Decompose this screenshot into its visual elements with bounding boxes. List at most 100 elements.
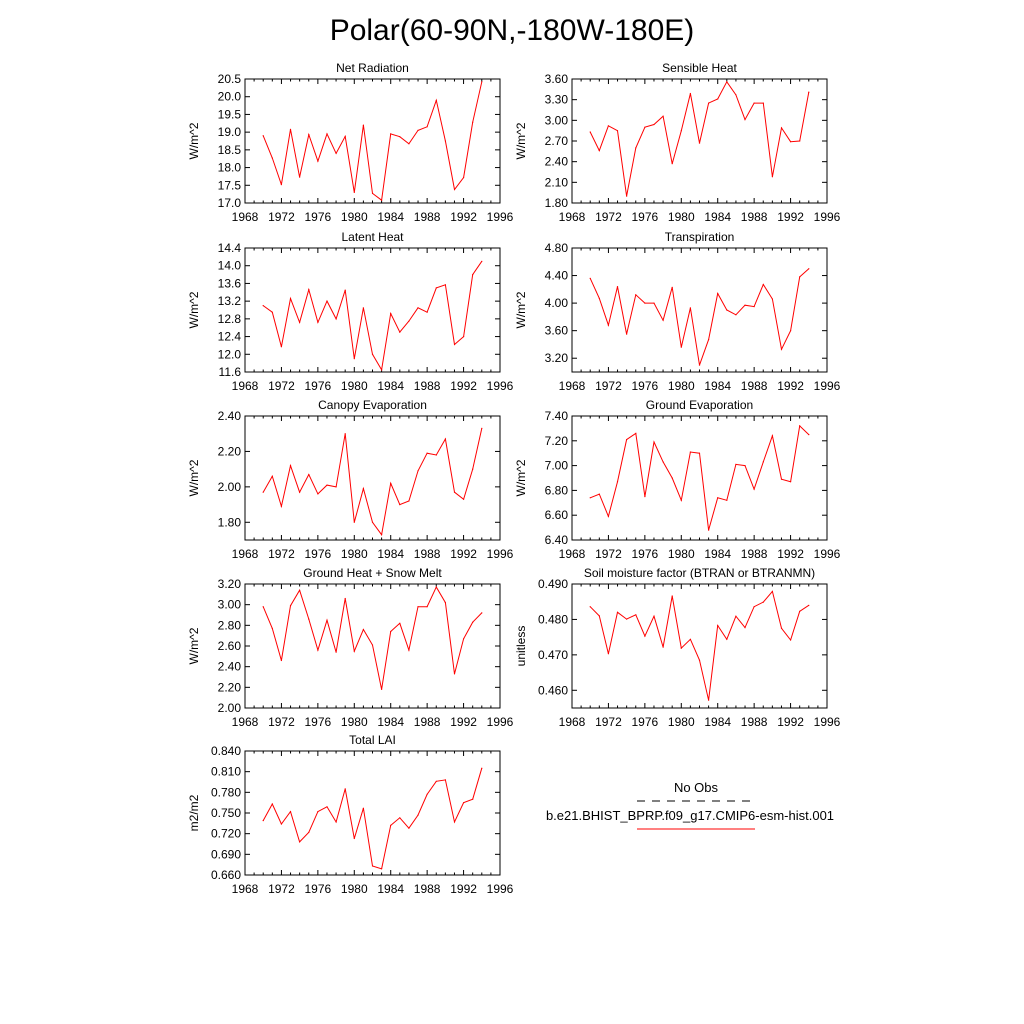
- data-point: [453, 821, 456, 823]
- data-point: [799, 610, 801, 612]
- x-tick-label: 1996: [814, 379, 841, 393]
- data-point: [326, 619, 328, 621]
- data-point: [335, 318, 337, 320]
- y-tick-label: 3.20: [218, 577, 242, 591]
- data-point: [271, 803, 273, 805]
- data-point: [353, 521, 355, 523]
- data-point: [381, 369, 383, 371]
- data-point: [616, 611, 619, 613]
- data-point: [371, 521, 374, 523]
- data-point: [744, 627, 746, 629]
- data-point: [481, 427, 483, 429]
- data-point: [671, 163, 673, 165]
- data-point: [808, 91, 810, 93]
- data-point: [753, 488, 755, 490]
- data-point: [399, 817, 401, 819]
- data-point: [607, 125, 610, 127]
- data-point: [317, 649, 319, 651]
- data-point: [362, 807, 364, 809]
- y-tick-label: 4.00: [545, 296, 569, 310]
- data-point: [390, 312, 392, 315]
- y-tick-label: 18.0: [218, 161, 242, 175]
- y-tick-label: 2.70: [545, 134, 569, 148]
- x-tick-label: 1996: [487, 379, 514, 393]
- data-point: [390, 630, 392, 633]
- x-tick-label: 1972: [268, 882, 295, 896]
- y-tick-label: 2.40: [218, 409, 242, 423]
- data-point: [735, 463, 737, 465]
- y-tick-label: 2.80: [218, 618, 242, 632]
- data-point: [371, 865, 374, 867]
- x-tick-label: 1972: [595, 210, 622, 224]
- data-point: [653, 302, 655, 304]
- y-tick-label: 14.4: [218, 241, 242, 255]
- data-point: [698, 142, 701, 144]
- y-tick-label: 0.720: [211, 827, 241, 841]
- x-tick-label: 1972: [595, 547, 622, 561]
- data-point: [671, 595, 673, 597]
- x-tick-label: 1988: [414, 210, 441, 224]
- x-tick-label: 1972: [595, 715, 622, 729]
- data-point: [472, 621, 474, 623]
- panel-title: Net Radiation: [336, 61, 409, 75]
- data-point: [444, 284, 446, 286]
- chart-panel: Latent Heat 1968 1972 1976 1980 1984 1988 1992 1…: [187, 230, 514, 393]
- data-point: [717, 292, 719, 295]
- x-tick-label: 1968: [559, 715, 586, 729]
- x-tick-label: 1968: [559, 210, 586, 224]
- data-point: [435, 99, 437, 101]
- y-tick-label: 0.480: [538, 612, 568, 626]
- data-point: [262, 491, 264, 493]
- data-point: [671, 477, 673, 479]
- data-point: [335, 486, 337, 488]
- y-tick-label: 3.60: [545, 72, 569, 86]
- data-point: [780, 127, 783, 129]
- data-point: [408, 143, 410, 145]
- x-tick-label: 1988: [414, 379, 441, 393]
- data-point: [326, 133, 328, 135]
- data-point: [598, 493, 600, 495]
- legend-label-no-obs: No Obs: [674, 780, 719, 795]
- data-point: [635, 294, 637, 296]
- x-tick-label: 1972: [268, 210, 295, 224]
- data-point: [426, 311, 428, 313]
- x-tick-label: 1992: [450, 547, 477, 561]
- y-tick-label: 2.20: [218, 680, 242, 694]
- chart-panel: Transpiration 1968 1972 1976 1980 1984 1988 199…: [514, 230, 841, 393]
- data-point: [635, 432, 637, 434]
- chart-panel: Total LAI 1968 1972 1976 1980 1984 1988 1992 199…: [187, 733, 514, 896]
- data-point: [463, 176, 465, 179]
- data-point: [744, 465, 746, 467]
- data-point: [453, 491, 456, 493]
- y-tick-label: 2.40: [545, 155, 569, 169]
- data-point: [326, 484, 328, 486]
- y-tick-label: 11.6: [219, 365, 242, 379]
- data-point: [680, 499, 682, 501]
- data-point: [271, 627, 273, 630]
- data-point: [689, 638, 692, 640]
- y-tick-label: 2.00: [218, 480, 242, 494]
- data-point: [417, 606, 419, 608]
- x-tick-label: 1984: [704, 547, 731, 561]
- data-point: [689, 307, 692, 309]
- x-tick-label: 1980: [341, 882, 368, 896]
- data-point: [280, 184, 282, 186]
- y-tick-label: 6.40: [545, 533, 569, 547]
- panel-title: Total LAI: [349, 733, 396, 747]
- y-tick-label: 3.00: [218, 598, 242, 612]
- data-point: [381, 534, 383, 536]
- data-point: [644, 496, 646, 498]
- data-point: [353, 191, 355, 193]
- x-tick-label: 1976: [305, 547, 332, 561]
- data-point: [262, 135, 264, 137]
- x-tick-label: 1984: [704, 715, 731, 729]
- data-point: [680, 647, 682, 649]
- x-tick-label: 1984: [377, 882, 404, 896]
- data-point: [299, 176, 301, 178]
- data-point: [289, 128, 292, 130]
- data-point: [472, 798, 474, 800]
- x-tick-label: 1984: [377, 210, 404, 224]
- x-tick-label: 1988: [414, 715, 441, 729]
- y-tick-label: 20.5: [218, 72, 242, 86]
- data-point: [381, 688, 383, 691]
